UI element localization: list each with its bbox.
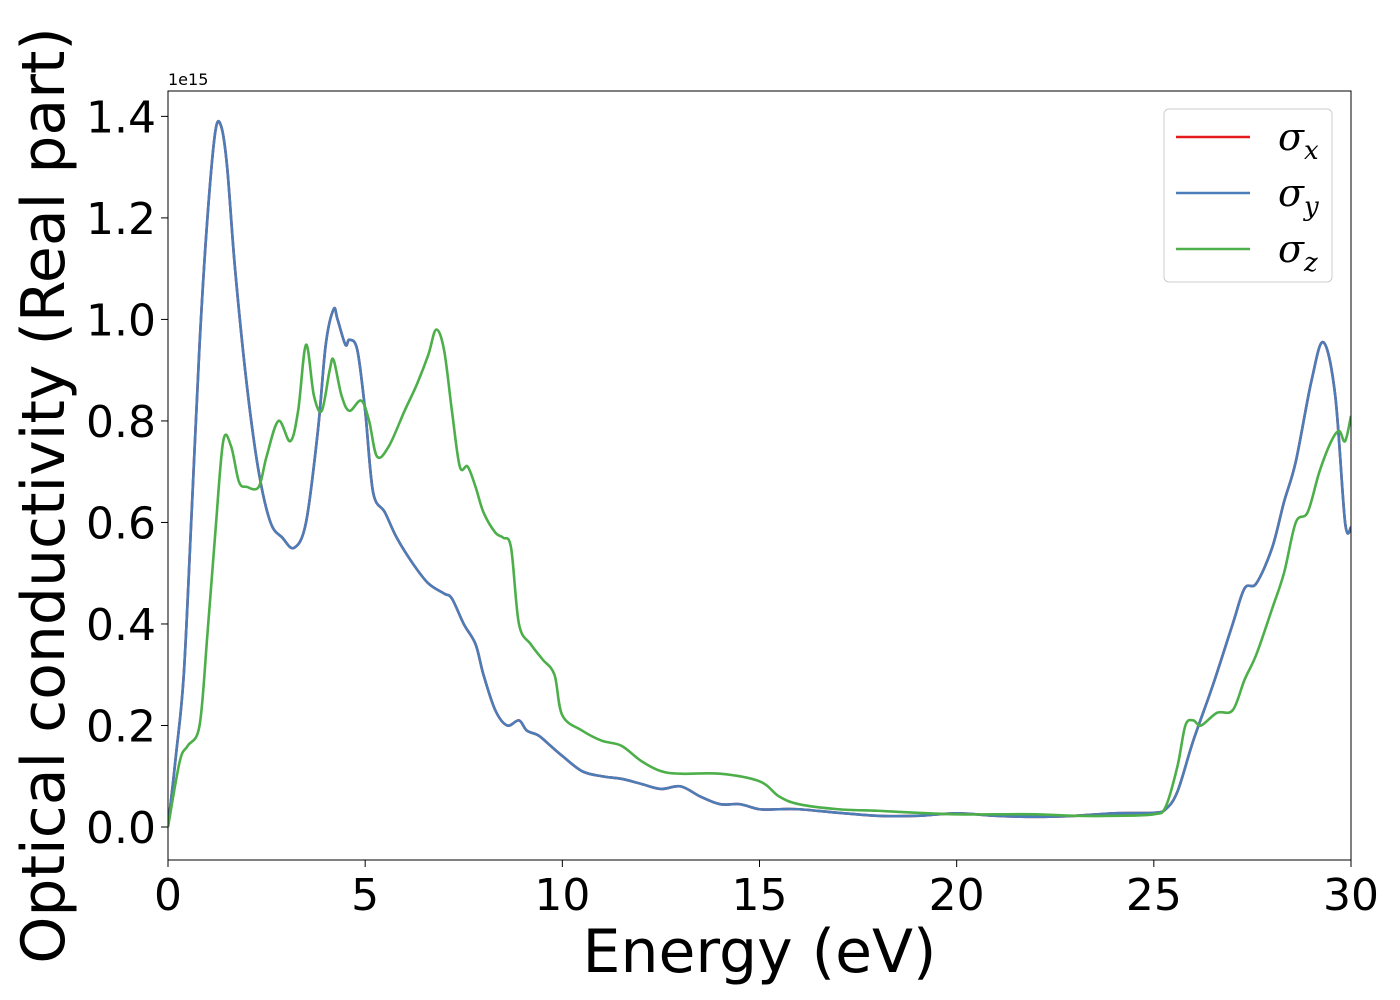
y-tick-label: 1.4 [86,92,156,143]
series-layer [168,119,1351,828]
x-tick-label: 30 [1323,870,1379,921]
y-axis-title: Optical conductivity (Real part) [9,27,79,964]
y-tick-label: 1.2 [86,194,156,245]
x-tick-label: 15 [732,870,788,921]
y-tick-label: 0.2 [86,701,156,752]
legend-box [1163,108,1333,283]
x-tick-label: 25 [1126,870,1182,921]
y-tick-label: 0.0 [86,803,156,854]
x-tick-label: 5 [351,870,379,921]
y-offset-label: 1e15 [168,70,208,89]
y-tick-label: 0.6 [86,498,156,549]
series-line-sigma-z [168,328,1351,828]
y-tick-label: 1.0 [86,295,156,346]
x-axis: 0 5 10 15 20 25 30 [154,860,1379,921]
x-tick-label: 20 [929,870,985,921]
series-line-sigma-y [168,119,1351,828]
y-tick-label: 0.8 [86,397,156,448]
y-tick-label: 0.4 [86,600,156,651]
x-tick-label: 0 [154,870,182,921]
x-axis-title: Energy (eV) [583,917,937,987]
x-tick-label: 10 [534,870,590,921]
y-axis: 0.0 0.2 0.4 0.6 0.8 1.0 1.2 1.4 [86,92,168,854]
